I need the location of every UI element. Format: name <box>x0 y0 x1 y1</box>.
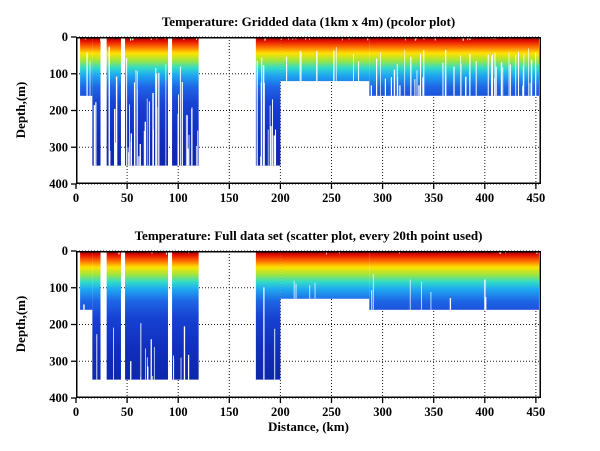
axes-frame <box>76 37 541 184</box>
y-tick-label: 200 <box>49 104 68 118</box>
bottom-y-axis-label: Depth,(m) <box>13 295 28 353</box>
x-tick-label: 150 <box>220 405 239 419</box>
temperature-segment <box>369 251 539 310</box>
y-tick-label: 100 <box>49 67 68 81</box>
x-tick-label: 100 <box>169 405 188 419</box>
y-tick-label: 200 <box>49 318 68 332</box>
top-subplot-title: Temperature: Gridded data (1km x 4m) (pc… <box>161 14 456 29</box>
y-tick-label: 0 <box>62 30 68 44</box>
y-tick-label: 100 <box>49 281 68 295</box>
x-axis-label: Distance, (km) <box>268 419 349 434</box>
bottom-subplot-title: Temperature: Full data set (scatter plot… <box>134 228 483 243</box>
y-tick-label: 400 <box>49 391 68 405</box>
x-tick-label: 300 <box>373 191 392 205</box>
y-tick-label: 400 <box>49 177 68 191</box>
missing-data-stripes <box>86 46 537 166</box>
temperature-segment <box>255 251 281 380</box>
temperature-segment <box>92 251 101 380</box>
top-y-axis-label: Depth,(m) <box>13 81 28 139</box>
x-tick-label: 350 <box>424 191 443 205</box>
tick-labels: 0 50 100 150 200 250 300 350 400 450 0 100 200 300 400 <box>49 244 545 419</box>
x-tick-label: 200 <box>271 405 290 419</box>
axis-ticks <box>71 250 537 403</box>
y-tick-label: 0 <box>62 244 68 258</box>
x-tick-label: 450 <box>527 405 546 419</box>
temperature-segment <box>106 37 121 166</box>
x-tick-label: 50 <box>121 405 134 419</box>
missing-data-stripes <box>83 274 487 380</box>
bottom-plot-area: 0 50 100 150 200 250 300 350 400 450 0 100 200 300 400 <box>49 244 545 419</box>
temperature-field <box>80 251 539 380</box>
x-tick-label: 0 <box>73 191 79 205</box>
temperature-segment <box>172 37 199 166</box>
temperature-segment <box>92 37 101 166</box>
x-tick-label: 400 <box>475 405 494 419</box>
axes-frame <box>76 251 541 398</box>
temperature-segment <box>280 37 370 82</box>
x-tick-label: 0 <box>73 405 79 419</box>
x-tick-label: 250 <box>322 191 341 205</box>
axis-ticks <box>71 36 537 189</box>
x-tick-label: 400 <box>475 191 494 205</box>
x-tick-label: 150 <box>220 191 239 205</box>
x-tick-label: 50 <box>121 191 134 205</box>
temperature-segment <box>80 37 93 96</box>
temperature-segment <box>106 251 121 380</box>
x-tick-label: 250 <box>322 405 341 419</box>
temperature-segment <box>172 251 199 380</box>
tick-labels: 0 50 100 150 200 250 300 350 400 450 0 100 200 300 400 <box>49 30 545 205</box>
x-tick-label: 450 <box>527 191 546 205</box>
temperature-segment <box>125 251 168 380</box>
x-tick-label: 300 <box>373 405 392 419</box>
x-tick-label: 100 <box>169 191 188 205</box>
x-tick-label: 200 <box>271 191 290 205</box>
temperature-segment <box>125 37 168 166</box>
y-tick-label: 300 <box>49 354 68 368</box>
x-tick-label: 350 <box>424 405 443 419</box>
top-plot-area: 0 50 100 150 200 250 300 350 400 450 0 100 200 300 400 <box>49 30 545 205</box>
temperature-segment <box>80 251 93 310</box>
y-tick-label: 300 <box>49 140 68 154</box>
temperature-segment <box>280 251 370 299</box>
